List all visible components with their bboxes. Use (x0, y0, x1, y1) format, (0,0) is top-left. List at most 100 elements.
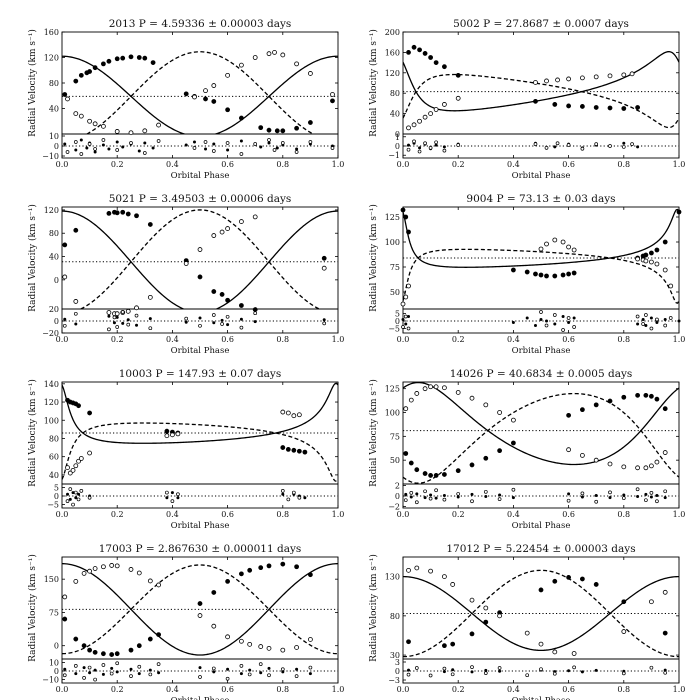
secondary-rv-point (238, 62, 244, 68)
primary-rv-point (258, 565, 264, 571)
primary-residual-point (137, 149, 141, 153)
primary-rv-model-curve (403, 51, 679, 112)
chart-title: 9004 P = 73.13 ± 0.03 days (466, 193, 615, 205)
x-axis-label: Orbital Phase (512, 521, 571, 531)
primary-rv-point (114, 651, 120, 657)
secondary-rv-point (403, 406, 409, 412)
residual-y-tick-label: 0 (54, 317, 59, 326)
primary-rv-point (76, 403, 81, 409)
primary-rv-point (593, 105, 599, 110)
x-tick-label: 0.0 (397, 685, 410, 694)
primary-rv-point (285, 446, 291, 452)
secondary-rv-point (92, 121, 98, 127)
primary-residual-point (308, 672, 312, 676)
secondary-residual-point (115, 661, 120, 666)
chart-panel-5: 14026 P = 40.6834 ± 0.0005 days 0.0 0.2 0.4… (368, 368, 685, 531)
primary-rv-point (62, 616, 68, 622)
chart-panel-2: 5021 P = 3.49503 ± 0.00006 days 0.0 0.2 0.4… (27, 193, 344, 356)
residual-y-tick-label: 20 (49, 305, 59, 314)
secondary-residual-point (134, 313, 139, 318)
secondary-rv-point (73, 111, 79, 116)
primary-residual-point (151, 146, 155, 150)
secondary-rv-point (219, 229, 225, 235)
secondary-residual-point (644, 313, 648, 317)
secondary-residual-point (203, 140, 208, 144)
secondary-rv-point (87, 568, 92, 574)
primary-rv-point (266, 127, 272, 133)
secondary-residual-point (663, 670, 668, 675)
primary-residual-point (74, 322, 78, 326)
primary-residual-point (121, 321, 125, 325)
secondary-residual-point (126, 322, 131, 327)
primary-residual-point (539, 318, 543, 321)
primary-residual-point (226, 667, 230, 671)
secondary-rv-point (114, 311, 120, 317)
secondary-rv-point (441, 102, 447, 107)
primary-rv-model-curve (62, 210, 338, 309)
chart-title: 5002 P = 27.8687 ± 0.0007 days (453, 18, 629, 30)
primary-rv-point (125, 211, 131, 217)
secondary-residual-point (76, 497, 81, 502)
primary-residual-point (545, 319, 549, 323)
primary-residual-point (212, 321, 216, 325)
chart-panel-7: 17012 P = 5.22454 ± 0.00003 days 0.0 0.2 0.… (368, 543, 685, 700)
x-tick-label: 1.0 (673, 510, 686, 519)
secondary-residual-point (663, 323, 668, 328)
secondary-residual-point (253, 142, 258, 146)
primary-residual-point (567, 669, 571, 673)
secondary-rv-point (291, 413, 297, 419)
y-tick-label: 160 (44, 28, 59, 37)
secondary-rv-point (238, 219, 244, 224)
primary-residual-point (74, 496, 78, 500)
primary-residual-point (511, 321, 515, 324)
primary-rv-point (538, 587, 544, 593)
x-tick-label: 0.6 (221, 160, 234, 169)
primary-residual-point (220, 318, 224, 322)
primary-rv-point (566, 271, 571, 277)
secondary-rv-point (136, 570, 142, 576)
residual-y-tick-label: 0 (395, 317, 400, 326)
primary-rv-point (441, 64, 447, 70)
secondary-rv-point (621, 464, 627, 470)
x-tick-label: 0.0 (56, 335, 69, 344)
secondary-residual-point (294, 674, 299, 678)
secondary-rv-point (566, 244, 571, 250)
primary-rv-point (128, 647, 134, 653)
secondary-residual-point (406, 326, 411, 331)
secondary-rv-point (560, 239, 566, 245)
primary-residual-point (165, 496, 169, 500)
secondary-rv-point (128, 130, 134, 136)
primary-residual-point (525, 316, 529, 320)
primary-rv-point (225, 578, 230, 584)
y-tick-label: 40 (49, 471, 59, 480)
secondary-rv-point (101, 564, 106, 570)
primary-residual-point (404, 492, 408, 496)
secondary-residual-point (649, 665, 654, 670)
primary-residual-point (101, 143, 105, 147)
secondary-residual-point (635, 487, 640, 492)
secondary-residual-point (621, 671, 626, 676)
primary-rv-point (524, 269, 530, 275)
primary-rv-point (441, 472, 447, 477)
secondary-rv-point (571, 247, 577, 253)
secondary-rv-point (654, 459, 660, 465)
primary-rv-point (225, 297, 230, 303)
primary-residual-point (212, 142, 216, 146)
x-axis-label: Orbital Phase (512, 346, 571, 356)
secondary-residual-point (68, 487, 73, 491)
secondary-rv-point (571, 651, 577, 656)
secondary-residual-point (483, 489, 488, 494)
secondary-residual-point (322, 321, 327, 326)
primary-residual-point (68, 497, 72, 501)
x-tick-label: 0.0 (397, 510, 410, 519)
secondary-residual-point (434, 488, 438, 493)
y-axis-label: Radial Velocity (km s⁻¹) (368, 379, 379, 487)
primary-residual-point (429, 493, 433, 497)
primary-residual-point (649, 495, 653, 499)
secondary-residual-point (406, 672, 411, 677)
chart-title: 17003 P = 2.867630 ± 0.000011 days (99, 543, 302, 555)
secondary-residual-point (423, 489, 427, 494)
primary-rv-point (73, 78, 79, 84)
primary-rv-point (106, 58, 112, 64)
primary-residual-point (121, 145, 125, 149)
